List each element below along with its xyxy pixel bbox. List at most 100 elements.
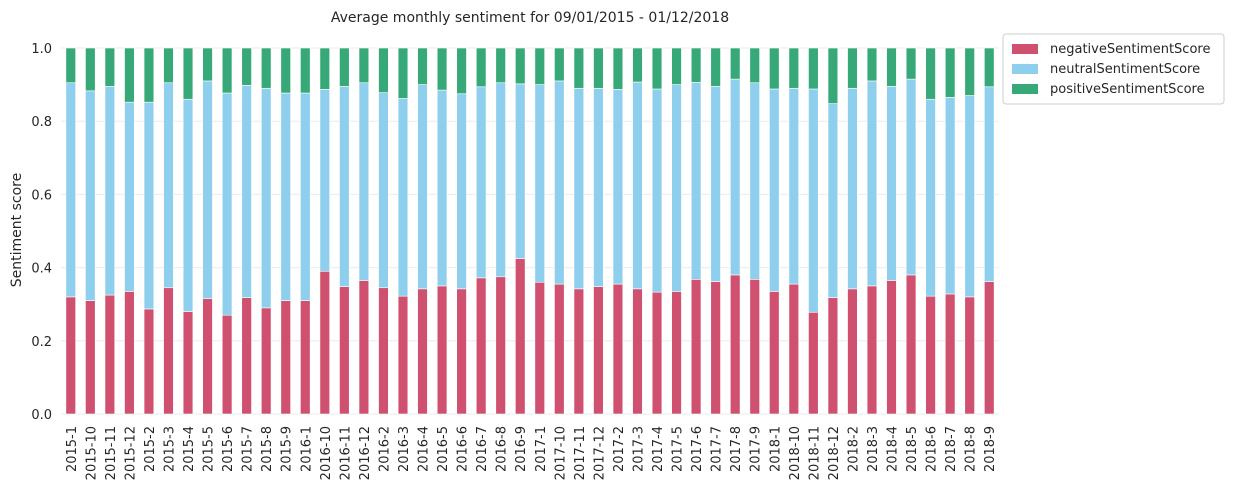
bar-neutralSentimentScore-2018-2: [847, 87, 858, 290]
x-tick-label: 2018-9: [983, 426, 998, 472]
bars-group: [65, 47, 995, 415]
bar-negativeSentimentScore-2015-10: [85, 300, 96, 415]
bar-neutralSentimentScore-2018-3: [866, 80, 878, 287]
bar-neutralSentimentScore-2016-9: [515, 83, 526, 259]
legend-label-negativeSentimentScore: negativeSentimentScore: [1050, 42, 1210, 57]
bar-positiveSentimentScore-2016-3: [397, 47, 409, 99]
x-tick-label: 2018-7: [944, 426, 959, 472]
bar-neutralSentimentScore-2017-7: [710, 86, 721, 282]
bar-positiveSentimentScore-2016-12: [358, 47, 370, 84]
bar-negativeSentimentScore-2017-7: [710, 281, 721, 415]
bar-neutralSentimentScore-2015-4: [182, 98, 194, 312]
y-tick-label: 1.0: [31, 42, 52, 57]
bar-negativeSentimentScore-2016-2: [378, 287, 389, 415]
x-tick-label: 2015-7: [241, 426, 256, 472]
x-tick-label: 2017-2: [612, 426, 627, 472]
bar-neutralSentimentScore-2016-11: [339, 86, 350, 287]
bar-negativeSentimentScore-2018-1: [769, 291, 780, 415]
y-tick-label: 0.6: [31, 188, 52, 203]
bar-positiveSentimentScore-2015-6: [221, 47, 233, 94]
bar-neutralSentimentScore-2017-9: [749, 82, 760, 280]
bar-positiveSentimentScore-2015-8: [261, 47, 272, 89]
bar-positiveSentimentScore-2018-9: [984, 47, 995, 88]
bar-neutralSentimentScore-2015-5: [202, 80, 213, 300]
bar-negativeSentimentScore-2016-3: [397, 295, 409, 415]
bar-neutralSentimentScore-2018-7: [944, 97, 956, 295]
legend-swatch-positiveSentimentScore: [1012, 84, 1038, 94]
x-tick-label: 2015-2: [143, 426, 158, 472]
bar-neutralSentimentScore-2018-9: [984, 86, 995, 282]
bar-negativeSentimentScore-2015-3: [163, 287, 174, 415]
x-tick-label: 2017-7: [710, 426, 725, 472]
x-tick-label: 2016-10: [319, 426, 334, 480]
x-tick-label: 2017-8: [729, 426, 744, 472]
bar-positiveSentimentScore-2015-12: [124, 47, 135, 103]
x-tick-label: 2017-6: [690, 426, 705, 472]
x-tick-label: 2018-11: [807, 426, 822, 480]
x-tick-label: 2017-11: [573, 426, 588, 480]
bar-positiveSentimentScore-2017-12: [593, 47, 604, 89]
bar-negativeSentimentScore-2015-6: [221, 314, 233, 415]
bar-neutralSentimentScore-2018-6: [925, 98, 936, 297]
bar-neutralSentimentScore-2015-1: [65, 82, 76, 298]
bar-positiveSentimentScore-2017-4: [651, 47, 663, 90]
bar-neutralSentimentScore-2017-8: [730, 78, 741, 276]
x-tick-label: 2015-8: [260, 426, 275, 472]
x-tick-label: 2018-3: [866, 426, 881, 472]
bar-neutralSentimentScore-2017-12: [593, 87, 604, 287]
legend-label-positiveSentimentScore: positiveSentimentScore: [1050, 82, 1205, 97]
x-tick-label: 2018-4: [886, 426, 901, 472]
bar-negativeSentimentScore-2016-5: [436, 285, 448, 415]
bar-negativeSentimentScore-2018-5: [905, 274, 917, 415]
bar-negativeSentimentScore-2015-8: [261, 307, 272, 415]
x-tick-label: 2016-3: [397, 426, 412, 472]
bar-negativeSentimentScore-2016-9: [515, 258, 526, 415]
bar-negativeSentimentScore-2018-12: [827, 297, 839, 415]
x-tick-label: 2015-4: [182, 426, 197, 472]
bar-neutralSentimentScore-2016-7: [475, 86, 487, 279]
bar-neutralSentimentScore-2017-10: [554, 80, 565, 285]
bar-positiveSentimentScore-2017-1: [534, 47, 545, 85]
bar-negativeSentimentScore-2016-10: [319, 270, 330, 415]
bar-positiveSentimentScore-2018-10: [788, 47, 799, 89]
bar-neutralSentimentScore-2017-6: [690, 82, 702, 280]
x-tick-label: 2016-9: [514, 426, 529, 472]
x-tick-label: 2017-9: [749, 426, 764, 472]
bar-neutralSentimentScore-2015-3: [163, 82, 174, 289]
x-tick-label: 2016-8: [495, 426, 510, 472]
x-tick-label: 2018-8: [964, 426, 979, 472]
legend-label-neutralSentimentScore: neutralSentimentScore: [1050, 62, 1200, 77]
bar-negativeSentimentScore-2016-11: [339, 286, 350, 415]
bar-neutralSentimentScore-2018-10: [788, 87, 799, 285]
x-tick-label: 2018-10: [788, 426, 803, 480]
bar-neutralSentimentScore-2015-9: [280, 92, 291, 301]
bar-positiveSentimentScore-2016-6: [456, 47, 467, 95]
bar-positiveSentimentScore-2016-7: [475, 47, 487, 88]
bar-positiveSentimentScore-2017-7: [710, 47, 721, 87]
bar-positiveSentimentScore-2015-2: [143, 47, 155, 103]
bar-positiveSentimentScore-2017-2: [612, 47, 624, 90]
bar-negativeSentimentScore-2017-4: [651, 291, 663, 415]
bar-positiveSentimentScore-2018-1: [769, 47, 780, 90]
x-tick-label: 2015-10: [84, 426, 99, 480]
bar-positiveSentimentScore-2016-1: [300, 47, 311, 94]
bar-neutralSentimentScore-2018-11: [808, 88, 819, 313]
y-tick-label: 0.0: [31, 408, 52, 423]
y-tick-label: 0.2: [31, 335, 52, 350]
bar-neutralSentimentScore-2017-3: [632, 81, 643, 290]
bar-positiveSentimentScore-2015-10: [85, 47, 96, 92]
legend: negativeSentimentScore neutralSentimentSc…: [1002, 33, 1225, 105]
bar-positiveSentimentScore-2015-5: [202, 47, 213, 82]
bar-neutralSentimentScore-2017-11: [573, 87, 585, 290]
x-tick-label: 2016-5: [436, 426, 451, 472]
bar-negativeSentimentScore-2018-9: [984, 281, 995, 415]
bar-negativeSentimentScore-2017-11: [573, 288, 585, 415]
legend-box: [1002, 33, 1225, 105]
y-axis-title: Sentiment score: [9, 173, 25, 287]
bar-neutralSentimentScore-2016-3: [397, 98, 409, 297]
bar-positiveSentimentScore-2018-3: [866, 47, 878, 82]
bar-positiveSentimentScore-2018-6: [925, 47, 936, 100]
bar-negativeSentimentScore-2017-6: [690, 279, 702, 415]
x-tick-label: 2016-6: [456, 426, 471, 472]
bar-negativeSentimentScore-2015-9: [280, 300, 291, 415]
